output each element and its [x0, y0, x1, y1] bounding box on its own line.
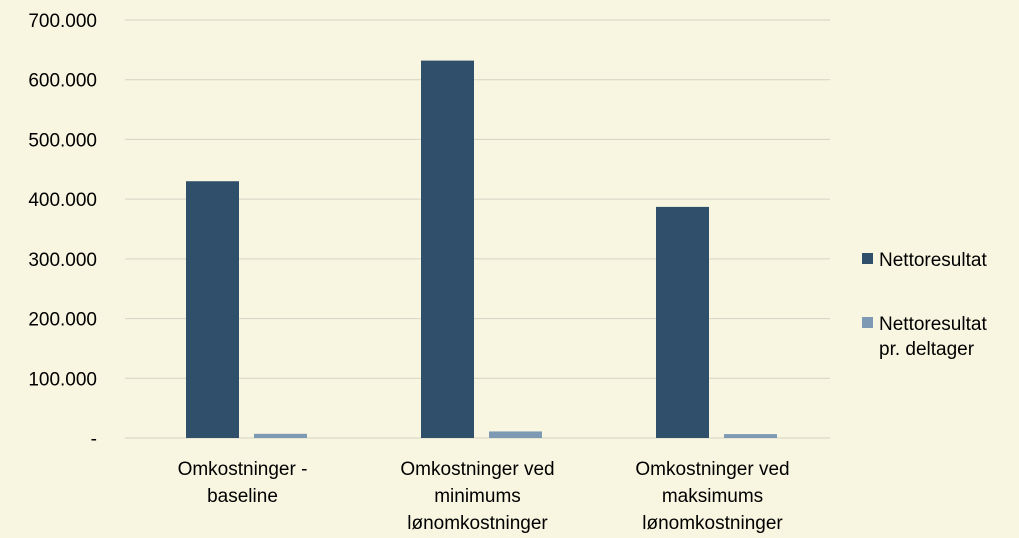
x-category-label-line: Omkostninger -	[178, 459, 308, 480]
bar-nettoresultat-pr-deltager	[724, 434, 777, 438]
legend-label: Nettoresultat pr. deltager	[879, 314, 987, 360]
legend-swatch	[862, 253, 873, 264]
bar-nettoresultat	[186, 181, 239, 438]
bar-nettoresultat	[421, 60, 474, 438]
x-category-label: Omkostninger ved maksimums lønomkostninger	[635, 459, 789, 534]
y-tick-label: 700.000	[28, 11, 97, 32]
y-tick-label: 400.000	[28, 190, 97, 211]
bar-nettoresultat-pr-deltager	[254, 433, 307, 438]
y-tick-label: 600.000	[28, 71, 97, 92]
x-category-label: Omkostninger ved minimums lønomkostninger	[400, 459, 554, 534]
legend-label-line: Nettoresultat	[879, 250, 987, 271]
x-category-label-line: minimums	[434, 486, 521, 507]
bar-nettoresultat-pr-deltager	[489, 431, 542, 438]
y-tick-label: -	[91, 429, 97, 450]
legend-swatch	[862, 317, 873, 328]
legend-label: Nettoresultat	[879, 250, 987, 271]
legend-label-line: pr. deltager	[879, 339, 975, 360]
x-category-label-line: maksimums	[662, 486, 763, 507]
legend-label-line: Nettoresultat	[879, 314, 987, 335]
x-category-label-line: lønomkostninger	[642, 513, 783, 534]
x-category-label-line: Omkostninger ved	[635, 459, 789, 480]
y-tick-label: 500.000	[28, 130, 97, 151]
y-tick-label: 200.000	[28, 310, 97, 331]
y-tick-label: 300.000	[28, 250, 97, 271]
bar-nettoresultat	[656, 206, 709, 438]
x-category-label: Omkostninger - baseline	[178, 459, 308, 507]
y-tick-label: 100.000	[28, 369, 97, 390]
x-category-label-line: Omkostninger ved	[400, 459, 554, 480]
x-category-label-line: lønomkostninger	[407, 513, 548, 534]
x-category-label-line: baseline	[207, 486, 278, 507]
